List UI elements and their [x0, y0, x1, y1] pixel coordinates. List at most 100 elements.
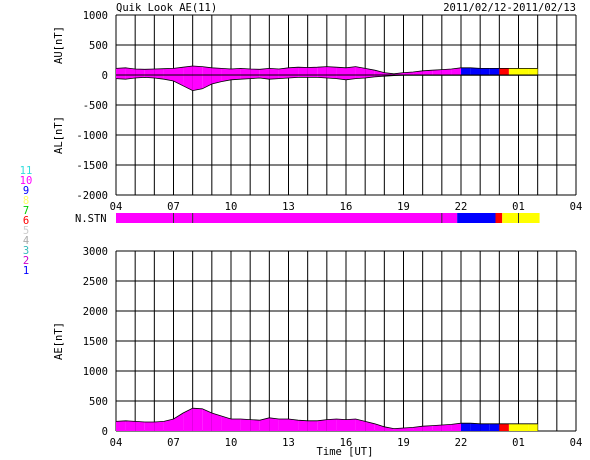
x-tick-label: 22: [455, 201, 468, 213]
area-fill-upper: [336, 67, 346, 75]
area-fill-upper: [422, 425, 433, 431]
area-fill-upper: [183, 66, 193, 75]
y-tick-label: 1000: [83, 366, 108, 378]
area-fill-upper: [317, 66, 327, 75]
y-tick-label: -2000: [76, 190, 108, 202]
y-tick-label: -1000: [76, 130, 108, 142]
x-tick-label: 22: [455, 437, 468, 449]
area-fill-upper: [163, 419, 174, 431]
area-fill-upper: [154, 421, 164, 431]
area-fill-upper: [144, 69, 155, 75]
area-fill-upper: [278, 67, 289, 75]
area-fill-upper: [231, 419, 241, 431]
area-fill-upper: [422, 70, 433, 75]
area-fill-upper: [135, 421, 145, 431]
station-bar-segment: [502, 213, 540, 223]
area-fill-upper: [365, 421, 375, 431]
area-fill-upper: [528, 423, 538, 431]
legend-entry: 9: [23, 185, 29, 197]
x-tick-label: 07: [167, 437, 180, 449]
x-axis-title: Time [UT]: [317, 446, 374, 458]
area-fill-upper: [250, 69, 260, 75]
area-fill-upper: [192, 66, 203, 75]
area-fill-upper: [461, 67, 471, 75]
x-tick-label: 04: [570, 201, 583, 213]
legend-entry: 8: [23, 195, 29, 207]
area-fill-upper: [346, 66, 356, 75]
area-fill-upper: [240, 419, 251, 431]
y-axis-label-au: AU[nT]: [53, 26, 65, 64]
area-fill-upper: [192, 408, 203, 431]
x-tick-label: 19: [397, 437, 410, 449]
y-tick-label: 500: [89, 396, 108, 408]
area-fill-upper: [231, 68, 241, 75]
area-fill-upper: [211, 413, 222, 431]
area-fill-upper: [269, 68, 279, 75]
legend-entry: 7: [23, 205, 29, 217]
y-tick-label: 500: [89, 40, 108, 52]
area-fill-upper: [508, 68, 519, 75]
series-line-upper: [115, 65, 538, 75]
y-tick-label: -1500: [76, 160, 108, 172]
legend-entry: 11: [20, 165, 33, 177]
y-tick-label: 2000: [83, 306, 108, 318]
area-fill-upper: [451, 67, 461, 75]
area-fill-upper: [470, 423, 481, 431]
area-fill-upper: [432, 69, 442, 75]
area-fill-upper: [202, 408, 212, 431]
area-fill-lower: [116, 75, 126, 80]
x-tick-label: 16: [340, 437, 353, 449]
area-fill-upper: [374, 70, 385, 75]
area-fill-upper: [441, 69, 452, 75]
legend-entry: 3: [23, 245, 29, 257]
x-tick-label: 19: [397, 201, 410, 213]
area-fill-lower: [173, 75, 184, 86]
legend-entry: 1: [23, 265, 29, 277]
y-axis-label-ae: AE[nT]: [53, 322, 65, 360]
area-fill-upper: [163, 68, 174, 75]
area-fill-lower: [326, 75, 337, 79]
area-fill-upper: [173, 67, 184, 75]
area-fill-upper: [470, 67, 481, 75]
y-tick-label: 0: [102, 70, 108, 82]
area-fill-upper: [441, 424, 452, 431]
y-tick-label: 1500: [83, 336, 108, 348]
station-count-bar: [116, 213, 540, 223]
area-fill-upper: [259, 68, 270, 75]
area-fill-lower: [250, 75, 260, 79]
area-fill-upper: [499, 68, 509, 75]
area-fill-upper: [288, 419, 299, 431]
area-fill-upper: [317, 419, 327, 431]
series-line-upper: [115, 407, 538, 430]
area-fill-upper: [278, 419, 289, 431]
area-fill-upper: [518, 68, 529, 75]
area-fill-upper: [211, 67, 222, 75]
chart-title: Quik Look AE(11): [116, 2, 217, 14]
legend-entry: 2: [23, 255, 29, 267]
area-fill-upper: [374, 423, 385, 431]
area-fill-upper: [250, 419, 260, 431]
area-fill-upper: [154, 68, 164, 75]
area-fill-lower: [240, 75, 251, 80]
legend-entry: 10: [20, 175, 33, 187]
area-fill-upper: [307, 420, 318, 431]
area-fill-lower: [365, 75, 375, 78]
area-fill-lower: [231, 75, 241, 80]
area-fill-lower: [211, 75, 222, 84]
y-tick-label: 3000: [83, 246, 108, 258]
area-fill-upper: [451, 423, 461, 431]
y-tick-label: 2500: [83, 276, 108, 288]
x-tick-label: 07: [167, 201, 180, 213]
area-fill-upper: [489, 68, 500, 75]
area-fill-upper: [259, 417, 270, 431]
area-fill-upper: [183, 408, 193, 431]
area-fill-upper: [202, 66, 212, 75]
legend-entry: 6: [23, 215, 29, 227]
area-fill-upper: [336, 419, 346, 431]
area-fill-upper: [144, 422, 155, 431]
station-bar-label: N.STN: [75, 213, 107, 225]
